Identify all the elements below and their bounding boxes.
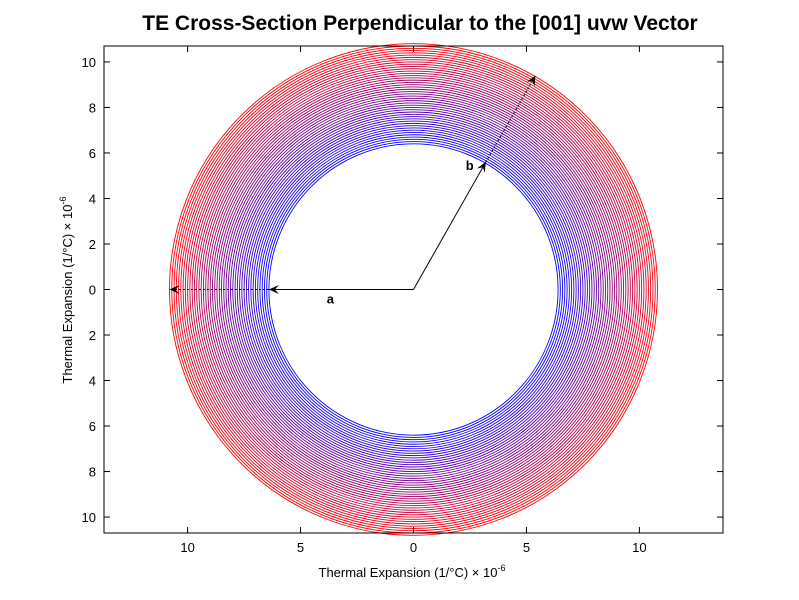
y-tick-label: 8 — [89, 465, 96, 480]
arrow-b-extension — [485, 75, 536, 163]
ring-38 — [184, 59, 643, 520]
y-axis-label: Thermal Expansion (1/°C) × 10-6 — [58, 197, 75, 384]
ring-22 — [221, 95, 606, 484]
arrow-a-label: a — [327, 292, 335, 307]
y-tick-label: 2 — [89, 328, 96, 343]
y-tick-label: 2 — [89, 237, 96, 252]
y-tick-label: 4 — [89, 191, 96, 206]
x-axis-label: Thermal Expansion (1/°C) × 10-6 — [319, 563, 506, 580]
ring-20 — [225, 100, 602, 479]
x-tick-label: 5 — [523, 540, 530, 555]
y-tick-label: 6 — [89, 146, 96, 161]
ring-41 — [178, 52, 649, 527]
y-axis-label-exponent: -6 — [58, 197, 68, 205]
ring-15 — [236, 111, 591, 468]
ring-25 — [214, 88, 613, 491]
x-tick-label: 10 — [180, 540, 194, 555]
arrow-b-shaft — [413, 161, 487, 290]
ring-8 — [252, 127, 575, 452]
ring-27 — [209, 84, 618, 495]
ring-24 — [216, 91, 611, 488]
ring-13 — [241, 116, 586, 463]
x-tick-label: 5 — [297, 540, 304, 555]
ring-2 — [266, 141, 561, 438]
arrow-b-head-outer — [526, 75, 536, 87]
y-tick-label: 4 — [89, 374, 96, 389]
arrow-a-head-outer — [169, 285, 180, 294]
arrow-b-head-inner — [476, 162, 486, 173]
ring-6 — [257, 132, 570, 447]
x-tick-label: 0 — [410, 540, 417, 555]
arrow-a-head-inner — [268, 285, 279, 294]
ring-18 — [230, 104, 597, 475]
ring-11 — [245, 120, 582, 459]
ring-4 — [261, 136, 566, 443]
y-tick-label: 10 — [82, 55, 96, 70]
ring-32 — [198, 72, 629, 507]
x-axis-label-text: Thermal Expansion (1/°C) × 10 — [319, 565, 498, 580]
chart-title: TE Cross-Section Perpendicular to the [0… — [142, 12, 697, 35]
y-tick-label: 8 — [89, 100, 96, 115]
y-tick-label: 6 — [89, 419, 96, 434]
ring-29 — [205, 79, 622, 500]
arrow-b-label: b — [466, 158, 474, 173]
ring-9 — [250, 125, 577, 454]
ring-34 — [193, 68, 634, 511]
y-tick-label: 10 — [82, 510, 96, 525]
ring-36 — [189, 63, 638, 516]
axis-ticks: 10 5 0 5 10 10 8 6 4 2 0 2 4 6 8 10 — [82, 46, 723, 555]
y-tick-label: 0 — [89, 283, 96, 298]
x-tick-label: 10 — [632, 540, 646, 555]
arrow-annotations: ab — [169, 75, 536, 307]
x-axis-label-exponent: -6 — [497, 563, 505, 573]
y-axis-label-text: Thermal Expansion (1/°C) × 10 — [60, 205, 75, 384]
ring-31 — [200, 75, 627, 504]
